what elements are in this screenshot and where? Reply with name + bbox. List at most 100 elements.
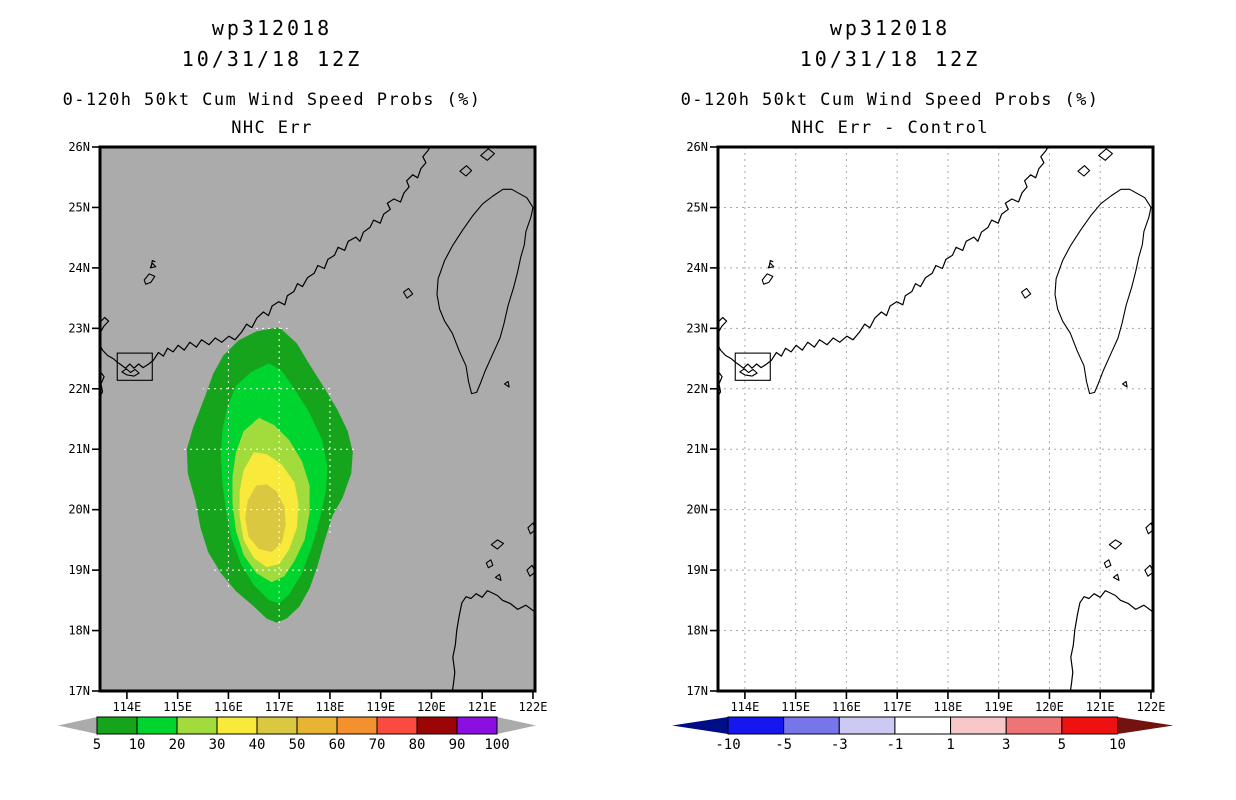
y-tick-label: 25N <box>68 200 90 214</box>
island-outline <box>490 539 505 550</box>
right-panel-title: wp312018 <box>829 16 951 40</box>
colorbar-segment <box>950 716 1007 735</box>
island-outline <box>402 287 414 299</box>
x-tick-label: 119E <box>366 700 395 714</box>
coastlines <box>100 147 535 691</box>
map-frame <box>716 145 1155 693</box>
island-outline <box>1054 188 1152 395</box>
island-outline <box>1144 564 1153 577</box>
y-tick-label: 17N <box>68 684 90 698</box>
x-tick-label: 121E <box>468 700 497 714</box>
island-outline <box>149 262 157 269</box>
x-tick-label: 114E <box>730 700 759 714</box>
y-tick-label: 19N <box>68 563 90 577</box>
colorbar-label: 10 <box>129 737 146 753</box>
colorbar-segment <box>136 716 178 735</box>
location-box <box>116 352 153 381</box>
grid-lines <box>718 147 1153 691</box>
map-frame <box>98 145 537 693</box>
colorbar-label: 40 <box>249 737 266 753</box>
island-outline <box>739 368 758 377</box>
island-outline <box>143 273 156 285</box>
colorbar-right-arrow <box>497 717 536 734</box>
y-tick-label: 24N <box>68 261 90 275</box>
colorbar-label: 5 <box>93 737 101 753</box>
x-tick-label: 119E <box>984 700 1013 714</box>
axes: 114E 115E 116E 117E 118E 119E 120E 121E 122E 26N 2… <box>68 140 547 714</box>
x-tick-label: 116E <box>832 700 861 714</box>
colorbar-label: 20 <box>169 737 186 753</box>
x-tick-label: 116E <box>214 700 243 714</box>
coastline <box>100 147 431 369</box>
colorbar-label: -5 <box>775 737 792 753</box>
nhc-err-minus-control-panel-graphics: 114E 115E 116E 117E 118E 119E 120E 121E 122E 26N 2… <box>686 140 1165 714</box>
colorbar-segment <box>838 716 896 735</box>
island-outline <box>1098 148 1113 161</box>
x-tick-label: 121E <box>1086 700 1115 714</box>
coastline <box>718 147 1049 369</box>
map-background <box>718 147 1153 691</box>
colorbar-label: 5 <box>1058 737 1066 753</box>
colorbar-label: -10 <box>715 737 740 753</box>
y-tick-label: 18N <box>68 624 90 638</box>
left-panel-model-label: NHC Err <box>231 118 313 138</box>
island-outline <box>1108 539 1123 550</box>
y-tick-label: 24N <box>686 261 708 275</box>
island-outline <box>121 368 140 377</box>
island-outline <box>526 564 535 577</box>
colorbar-segment <box>894 716 952 735</box>
colorbar-label: 3 <box>1002 737 1010 753</box>
island-outline <box>459 165 473 177</box>
island-outline <box>494 573 502 581</box>
coastline <box>1069 590 1153 691</box>
colorbar-label: 60 <box>329 737 346 753</box>
left-panel-subtitle: 0-120h 50kt Cum Wind Speed Probs (%) <box>62 90 482 110</box>
colorbar-segment <box>783 716 840 735</box>
island-outline <box>480 148 495 161</box>
colorbar-segment <box>256 716 298 735</box>
x-tick-label: 120E <box>1035 700 1064 714</box>
colorbar-label: -1 <box>886 737 903 753</box>
island-outline <box>761 273 774 285</box>
colorbar-segment <box>416 716 458 735</box>
right-panel-subtitle: 0-120h 50kt Cum Wind Speed Probs (%) <box>680 90 1100 110</box>
island-outline <box>527 522 535 535</box>
y-tick-label: 26N <box>68 140 90 154</box>
left-panel-title: wp312018 <box>211 16 333 40</box>
x-tick-label: 114E <box>112 700 141 714</box>
x-tick-label: 118E <box>315 700 344 714</box>
colorbar-segment <box>96 716 138 735</box>
coastline <box>451 590 535 691</box>
y-tick-label: 23N <box>68 321 90 335</box>
right-panel-datetime: 10/31/18 12Z <box>799 47 981 71</box>
island-outline <box>485 559 494 569</box>
island-outline <box>503 380 510 388</box>
x-tick-label: 120E <box>417 700 446 714</box>
colorbar-segment <box>296 716 338 735</box>
colorbar-label: 1 <box>946 737 954 753</box>
island-outline <box>767 262 775 269</box>
y-tick-label: 23N <box>686 321 708 335</box>
colorbar-segment <box>456 716 498 735</box>
axes: 114E 115E 116E 117E 118E 119E 120E 121E 122E 26N 2… <box>686 140 1165 714</box>
x-tick-label: 122E <box>1137 700 1166 714</box>
island-outline <box>1145 522 1153 535</box>
y-tick-label: 17N <box>686 684 708 698</box>
y-tick-label: 26N <box>686 140 708 154</box>
x-tick-label: 115E <box>781 700 810 714</box>
colorbar-segment <box>1061 716 1118 735</box>
colorbar-label: 70 <box>369 737 386 753</box>
nhc-err-panel-graphics: 114E 115E 116E 117E 118E 119E 120E 121E 122E 26N 2… <box>68 140 547 714</box>
left-panel-titles: wp312018 10/31/18 12Z 0-120h 50kt Cum Wi… <box>2 0 542 146</box>
colorbar-label: 90 <box>449 737 466 753</box>
y-tick-label: 20N <box>68 503 90 517</box>
nhc-err-colorbar: 5 10 20 30 40 50 60 70 80 90 100 <box>58 716 536 753</box>
colorbar-segment <box>176 716 218 735</box>
y-tick-label: 22N <box>68 382 90 396</box>
island-outline <box>436 188 534 395</box>
island-outline <box>1103 559 1112 569</box>
colorbar-label: 30 <box>209 737 226 753</box>
colorbar-right-arrow <box>1117 717 1174 734</box>
colorbar-label: 80 <box>409 737 426 753</box>
